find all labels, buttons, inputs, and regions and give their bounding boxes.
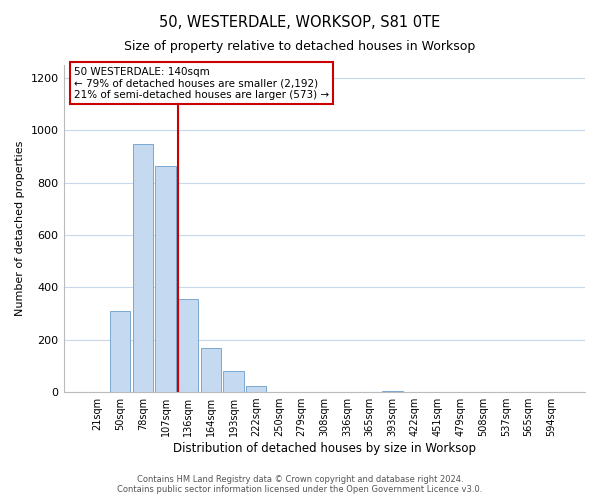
Bar bbox=[178, 299, 199, 392]
Bar bbox=[223, 370, 244, 392]
Bar bbox=[246, 386, 266, 392]
Text: 50 WESTERDALE: 140sqm
← 79% of detached houses are smaller (2,192)
21% of semi-d: 50 WESTERDALE: 140sqm ← 79% of detached … bbox=[74, 66, 329, 100]
Text: Contains HM Land Registry data © Crown copyright and database right 2024.
Contai: Contains HM Land Registry data © Crown c… bbox=[118, 474, 482, 494]
Bar bbox=[382, 391, 403, 392]
X-axis label: Distribution of detached houses by size in Worksop: Distribution of detached houses by size … bbox=[173, 442, 476, 455]
Y-axis label: Number of detached properties: Number of detached properties bbox=[15, 141, 25, 316]
Bar bbox=[200, 348, 221, 392]
Text: 50, WESTERDALE, WORKSOP, S81 0TE: 50, WESTERDALE, WORKSOP, S81 0TE bbox=[160, 15, 440, 30]
Text: Size of property relative to detached houses in Worksop: Size of property relative to detached ho… bbox=[124, 40, 476, 53]
Bar bbox=[110, 312, 130, 392]
Bar bbox=[155, 166, 176, 392]
Bar bbox=[133, 144, 153, 392]
